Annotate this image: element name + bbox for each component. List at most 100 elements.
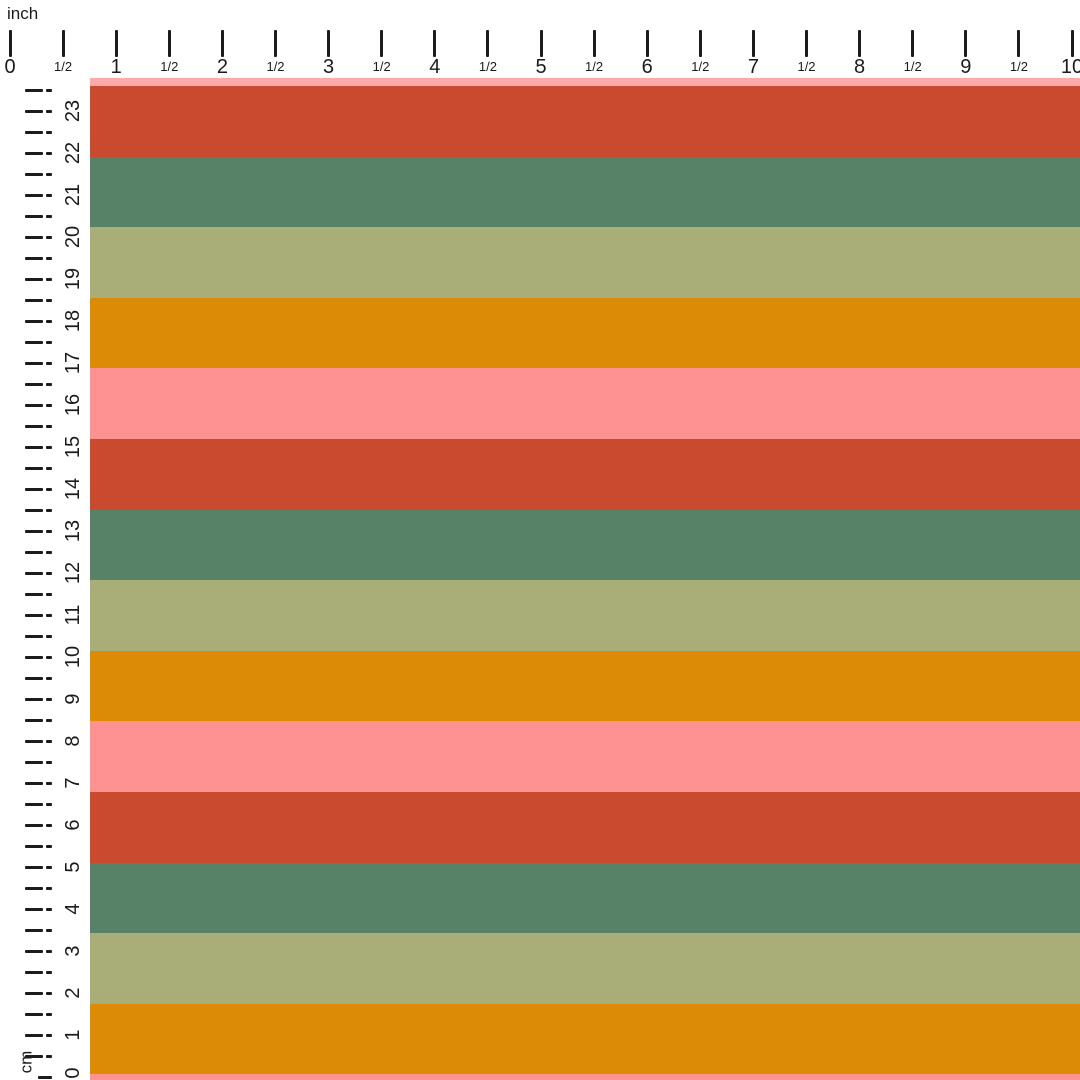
cm-tick — [25, 172, 52, 176]
inch-number-label: 10 — [1060, 56, 1080, 78]
half-inch-label: 1/2 — [372, 59, 391, 74]
fabric-stripe-sage — [90, 580, 1080, 651]
inch-tick — [433, 30, 437, 57]
half-inch-label: 1/2 — [585, 59, 604, 74]
inch-tick — [380, 30, 384, 57]
cm-tick — [25, 949, 52, 953]
fabric-stripe-red — [90, 86, 1080, 157]
cm-number-label: 5 — [62, 861, 84, 873]
inch-unit-label: inch — [7, 4, 39, 23]
cm-tick — [25, 802, 52, 806]
inch-tick — [8, 30, 12, 57]
cm-number-label: 19 — [62, 267, 84, 291]
cm-tick — [25, 1012, 52, 1016]
fabric-stripe-orange — [90, 1003, 1080, 1075]
cm-number-label: 1 — [62, 1029, 84, 1041]
cm-number-label: 17 — [62, 351, 84, 375]
cm-tick — [25, 361, 52, 365]
inch-number-label: 6 — [641, 56, 653, 78]
inch-tick — [539, 30, 543, 57]
cm-tick — [25, 613, 52, 617]
cm-tick — [25, 151, 52, 155]
half-inch-label: 1/2 — [691, 59, 710, 74]
cm-tick — [25, 760, 52, 764]
fabric-stripe-orange — [90, 650, 1080, 722]
inch-tick — [167, 30, 171, 57]
cm-number-label: 0 — [62, 1067, 84, 1079]
cm-number-label: 8 — [62, 735, 84, 747]
cm-tick — [25, 319, 52, 323]
fabric-stripe-sage — [90, 227, 1080, 298]
cm-tick — [25, 529, 52, 533]
inch-number-label: 1 — [110, 56, 122, 78]
cm-tick — [25, 445, 52, 449]
cm-tick — [25, 634, 52, 638]
fabric-stripe-pink — [90, 1074, 1080, 1080]
cm-tick — [25, 508, 52, 512]
cm-tick — [25, 235, 52, 239]
cm-tick — [25, 298, 52, 302]
cm-tick — [25, 340, 52, 344]
inch-tick — [61, 30, 65, 57]
cm-tick — [25, 655, 52, 659]
cm-tick — [25, 403, 52, 407]
cm-tick — [25, 865, 52, 869]
inch-number-label: 2 — [216, 56, 228, 78]
cm-tick — [25, 928, 52, 932]
inch-number-label: 0 — [4, 56, 16, 78]
cm-number-label: 9 — [62, 693, 84, 705]
cm-number-label: 14 — [62, 477, 84, 501]
inch-tick — [698, 30, 702, 57]
inch-tick — [1070, 30, 1074, 57]
cm-tick — [25, 886, 52, 890]
inch-tick — [114, 30, 118, 57]
fabric-stripe-orange — [90, 297, 1080, 369]
cm-tick — [25, 382, 52, 386]
cm-number-label: 15 — [62, 435, 84, 459]
inch-number-label: 7 — [747, 56, 759, 78]
cm-tick — [25, 676, 52, 680]
cm-tick — [25, 256, 52, 260]
fabric-stripe-teal — [90, 862, 1080, 934]
cm-tick — [25, 970, 52, 974]
half-inch-label: 1/2 — [54, 59, 73, 74]
cm-number-label: 18 — [62, 309, 84, 333]
cm-number-label: 10 — [62, 645, 84, 669]
fabric-stripe-pink_light — [90, 78, 1080, 86]
half-inch-label: 1/2 — [903, 59, 922, 74]
fabric-stripe-teal — [90, 156, 1080, 228]
inch-tick — [220, 30, 224, 57]
cm-tick — [25, 277, 52, 281]
cm-tick — [25, 991, 52, 995]
cm-tick — [25, 1054, 52, 1058]
cm-tick — [25, 571, 52, 575]
cm-number-label: 7 — [62, 777, 84, 789]
cm-number-label: 23 — [62, 99, 84, 123]
cm-tick — [25, 718, 52, 722]
cm-tick — [25, 109, 52, 113]
cm-number-label: 3 — [62, 945, 84, 957]
half-inch-label: 1/2 — [1009, 59, 1028, 74]
cm-tick — [25, 823, 52, 827]
fabric-stripe-pink — [90, 368, 1080, 439]
half-inch-label: 1/2 — [797, 59, 816, 74]
inch-tick — [274, 30, 277, 57]
inch-number-label: 5 — [535, 56, 547, 78]
inch-number-label: 9 — [960, 56, 972, 78]
fabric-stripe-teal — [90, 509, 1080, 581]
inch-tick — [645, 30, 649, 57]
cm-tick — [25, 907, 52, 911]
fabric-stripe-red — [90, 791, 1080, 863]
cm-tick — [25, 844, 52, 848]
cm-tick — [25, 466, 52, 470]
cm-number-label: 2 — [62, 987, 84, 999]
cm-tick — [25, 88, 52, 92]
cm-tick — [25, 781, 52, 785]
cm-tick — [25, 697, 52, 701]
inch-tick — [486, 30, 490, 57]
inch-tick — [1017, 30, 1021, 57]
cm-number-label: 4 — [62, 903, 84, 915]
inch-ruler: inch 0 1/2 1 1/2 2 1/2 3 1/2 4 1/2 5 1/2 6 1/2 7 1/2 8 1/… — [0, 0, 1080, 78]
cm-tick — [25, 424, 52, 428]
